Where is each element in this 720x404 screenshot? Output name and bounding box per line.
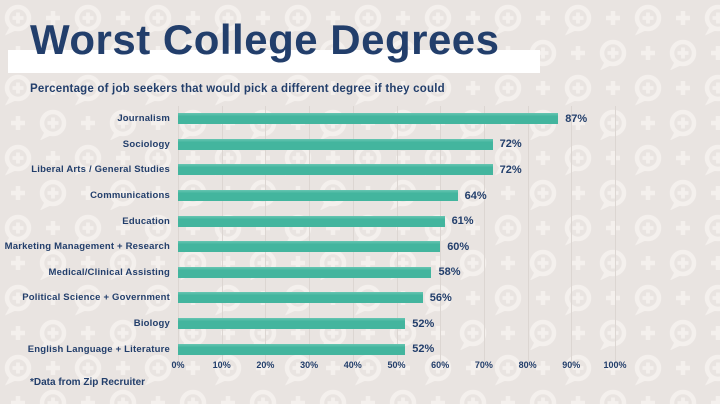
category-label: Education [122, 215, 170, 227]
bar-track: 58% [178, 266, 615, 279]
gridline [571, 106, 573, 362]
value-label: 52% [412, 343, 435, 356]
gridlines [178, 106, 616, 362]
value-label: 72% [499, 163, 522, 176]
x-tick-label: 40% [343, 360, 362, 370]
bar [178, 343, 406, 355]
value-label: 60% [447, 240, 470, 253]
gridline [352, 106, 354, 362]
bar-track: 87% [178, 112, 615, 125]
gridline [440, 106, 442, 362]
x-tick-label: 10% [212, 360, 231, 370]
bar-track: 72% [178, 163, 615, 176]
bar-track: 56% [178, 291, 615, 304]
bar [178, 292, 423, 304]
bar [178, 164, 493, 176]
bar-track: 52% [178, 343, 615, 356]
value-label: 58% [438, 266, 461, 279]
gridline [265, 106, 267, 362]
bar-rows: Journalism 87% Sociology 72% Liberal Arts / … [0, 106, 720, 362]
category-label: Communications [90, 190, 170, 202]
x-axis: 0% 10% 20% 30% 40% 50% 60% 70% 80% 90% 100% [171, 360, 626, 374]
bar [178, 138, 493, 150]
value-label: 56% [429, 291, 452, 304]
value-label: 52% [412, 317, 435, 330]
category-label: English Language + Literature [27, 343, 170, 355]
chart-row: English Language + Literature 52% [0, 336, 720, 362]
value-label: 87% [565, 112, 588, 125]
gridline [309, 106, 311, 362]
chart-row: Marketing Management + Research 60% [0, 234, 720, 260]
category-label: Liberal Arts / General Studies [31, 164, 170, 176]
gridline [483, 106, 485, 362]
bar [178, 241, 441, 253]
gridline [221, 106, 223, 362]
bar [178, 113, 559, 125]
gridline [396, 106, 398, 362]
x-tick-label: 100% [603, 360, 627, 370]
bar-track: 52% [178, 317, 615, 330]
bar [178, 318, 406, 330]
bar [178, 266, 432, 278]
x-tick-label: 30% [300, 360, 319, 370]
data-source-footnote: *Data from Zip Recruiter [30, 377, 146, 388]
value-label: 72% [499, 138, 522, 151]
title-highlight-band [8, 50, 540, 73]
x-tick-label: 80% [518, 360, 537, 370]
x-tick-label: 20% [256, 360, 275, 370]
bar [178, 215, 445, 227]
x-tick-label: 90% [562, 360, 581, 370]
value-label: 64% [464, 189, 487, 202]
category-label: Biology [133, 318, 170, 330]
bar-track: 72% [178, 138, 615, 151]
x-tick-label: 0% [171, 360, 185, 370]
chart-row: Communications 64% [0, 183, 720, 209]
chart-row: Sociology 72% [0, 132, 720, 158]
chart-row: Political Science + Government 56% [0, 285, 720, 311]
gridline [615, 106, 616, 362]
x-tick-label: 70% [474, 360, 493, 370]
x-tick-label: 50% [387, 360, 406, 370]
bar [178, 190, 458, 202]
chart-subtitle: Percentage of job seekers that would pic… [30, 83, 445, 95]
category-label: Journalism [117, 113, 170, 125]
category-label: Marketing Management + Research [4, 241, 170, 253]
category-label: Sociology [122, 138, 170, 150]
chart-row: Education 61% [0, 208, 720, 234]
category-label: Medical/Clinical Assisting [48, 266, 170, 278]
bar-track: 64% [178, 189, 615, 202]
x-tick-label: 60% [431, 360, 450, 370]
chart-row: Liberal Arts / General Studies 72% [0, 157, 720, 183]
bar-track: 61% [178, 215, 615, 228]
page-title: Worst College Degrees [30, 16, 500, 63]
bar-track: 60% [178, 240, 615, 253]
value-label: 61% [451, 215, 474, 228]
gridline [527, 106, 529, 362]
category-label: Political Science + Government [22, 292, 170, 304]
chart-row: Journalism 87% [0, 106, 720, 132]
chart-row: Biology 52% [0, 311, 720, 337]
gridline [178, 106, 179, 362]
chart-row: Medical/Clinical Assisting 58% [0, 260, 720, 286]
